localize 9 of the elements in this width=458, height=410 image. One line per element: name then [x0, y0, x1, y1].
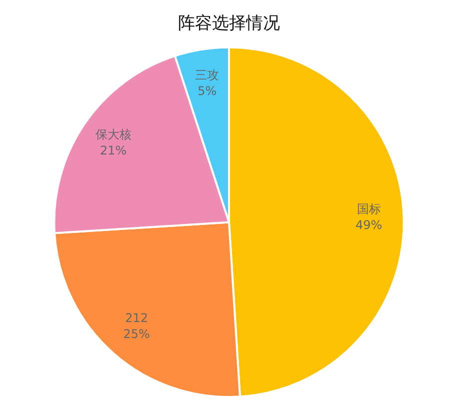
data-label: 5% — [198, 84, 217, 98]
data-label: 21% — [100, 144, 127, 158]
slice-label: 国标 — [356, 202, 381, 216]
chart-title: 阵容选择情况 — [178, 14, 280, 34]
slice-label: 212 — [125, 311, 148, 326]
slice-label: 保大核 — [95, 128, 132, 142]
data-label: 25% — [123, 327, 150, 342]
slice-label: 三攻 — [195, 68, 220, 82]
data-label: 49% — [355, 218, 382, 232]
